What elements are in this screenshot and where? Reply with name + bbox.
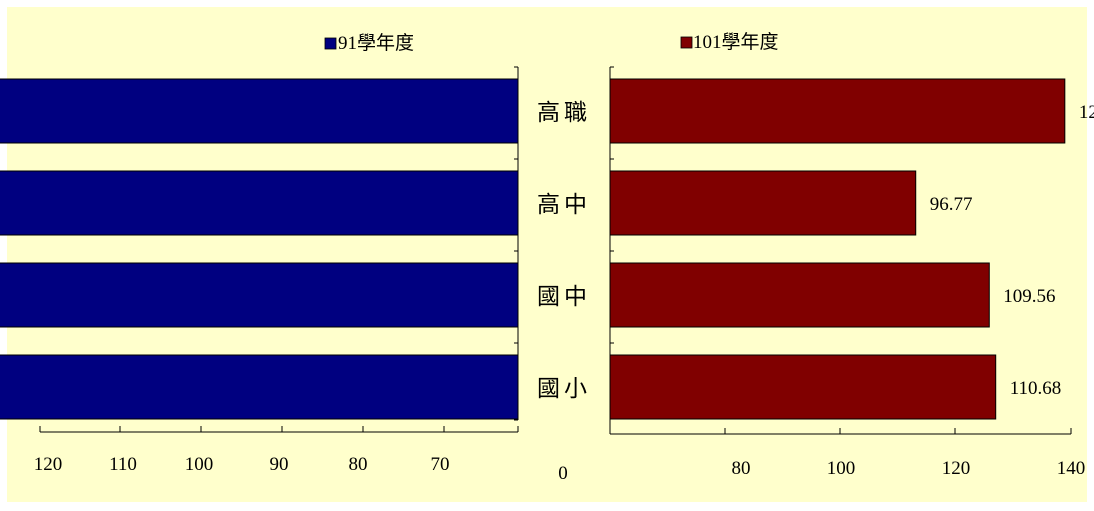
category-label-3: 國小	[537, 376, 591, 401]
bar-91-0	[0, 78, 519, 144]
data-label-101-2: 109.56	[1003, 286, 1055, 307]
bar-101-3	[609, 354, 997, 420]
data-label-101-0: 122.70	[1079, 102, 1094, 123]
data-label-101-1: 96.77	[930, 194, 973, 215]
left-tick-label-0: 120	[34, 454, 63, 475]
left-axis-zero-label: 0	[558, 463, 568, 484]
category-label-1: 高中	[537, 192, 591, 217]
left-tick-label-2: 100	[185, 454, 214, 475]
right-tick-label-2: 120	[942, 458, 971, 479]
legend-label-101: 101學年度	[693, 31, 779, 53]
right-tick-label-3: 140	[1057, 458, 1086, 479]
legend-label-91: 91學年度	[338, 32, 414, 54]
bar-101-0	[609, 78, 1066, 144]
bar-91-3	[0, 354, 519, 420]
bar-101-2	[609, 262, 990, 328]
legend: 91學年度 101學年度	[324, 31, 779, 54]
left-tick-label-1: 110	[109, 454, 137, 475]
right-panel-101: 122.70 96.77 109.56 110.68 80 100 120 140	[609, 66, 1094, 479]
left-panel-91: 112.4893.12109.59111.22120110100908070	[0, 66, 519, 475]
legend-swatch-101	[680, 36, 693, 49]
category-label-0: 高職	[537, 100, 591, 125]
bar-91-1	[0, 170, 519, 236]
left-tick-label-3: 90	[270, 454, 289, 475]
category-label-2: 國中	[537, 284, 591, 309]
right-tick-label-0: 80	[732, 458, 751, 479]
left-tick-label-5: 70	[431, 454, 450, 475]
data-label-101-3: 110.68	[1010, 378, 1062, 399]
right-tick-label-1: 100	[827, 458, 856, 479]
legend-swatch-91	[324, 37, 337, 50]
bar-91-2	[0, 262, 519, 328]
left-tick-label-4: 80	[349, 454, 368, 475]
bar-101-1	[609, 170, 917, 236]
